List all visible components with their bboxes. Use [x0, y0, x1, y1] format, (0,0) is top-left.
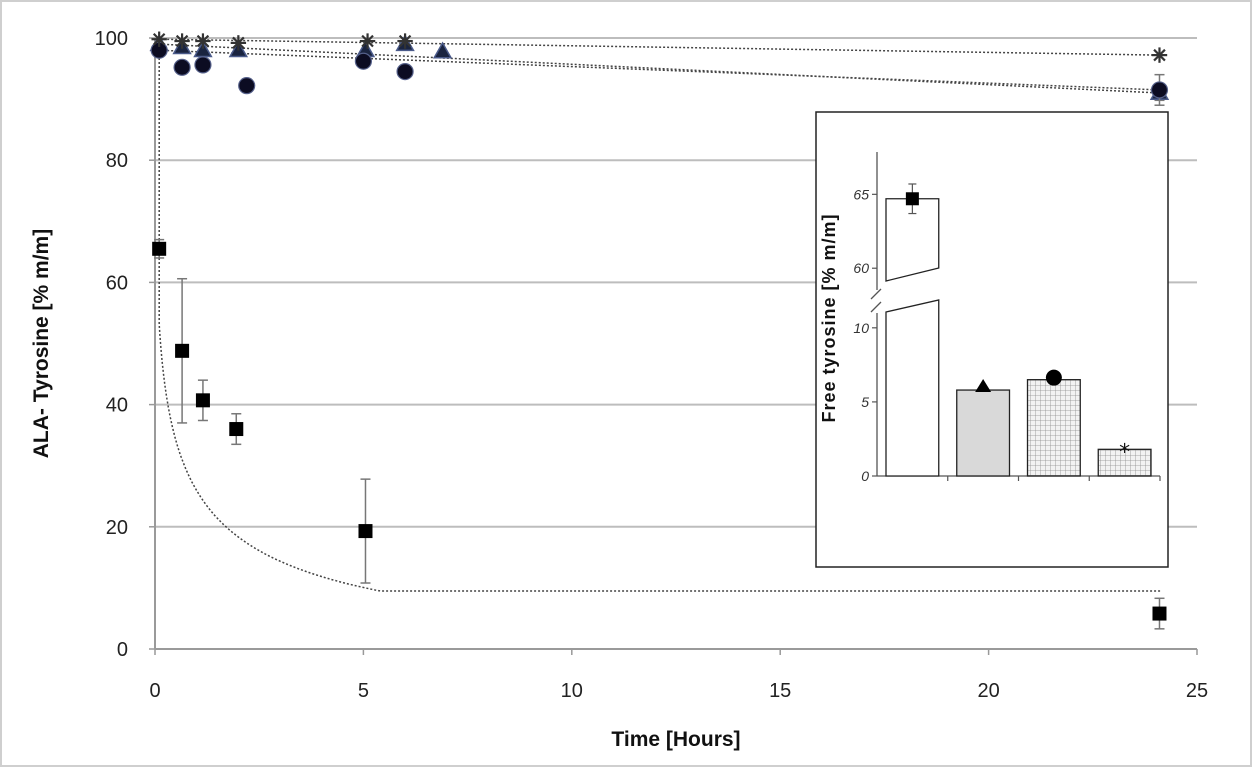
trendline-star	[159, 38, 1160, 56]
data-point-square	[195, 393, 210, 408]
x-tick-label: 25	[1186, 680, 1208, 702]
y-tick-label: 80	[106, 150, 128, 172]
inset-axis-break	[870, 288, 882, 313]
data-point-star	[397, 33, 413, 49]
data-point-square	[229, 422, 244, 437]
star-stroke	[1153, 48, 1166, 62]
star-stroke	[152, 32, 166, 46]
data-point-circle	[173, 58, 191, 76]
y-tick-label: 100	[95, 28, 128, 50]
star-stroke	[196, 34, 210, 48]
inset-chart: 0 5 10 60 65 * Free tyrosine [% m/m]	[815, 111, 1169, 568]
x-tick-label: 0	[149, 680, 160, 702]
data-point-star	[359, 33, 376, 49]
inset-bars: *	[885, 183, 1152, 477]
inset-bar-star	[1097, 448, 1152, 477]
inset-bar-square-upper	[885, 198, 940, 282]
data-point-star	[230, 35, 247, 51]
trendline-circle	[159, 49, 1160, 91]
inset-y-axis-title: Free tyrosine [% m/m]	[819, 213, 839, 422]
inset-border	[815, 111, 1169, 568]
inset-y-tick-label: 10	[853, 320, 869, 336]
inset-y-tick-label: 5	[861, 394, 869, 410]
x-tick-label: 15	[769, 680, 791, 702]
star-stroke	[361, 34, 374, 48]
star-stroke	[398, 34, 412, 48]
x-tick-label: 10	[561, 680, 583, 702]
main-trendlines	[158, 38, 1162, 592]
data-point-square	[1152, 606, 1167, 621]
y-tick-label: 40	[106, 395, 128, 417]
y-axis-title: ALA- Tyrosine [% m/m]	[30, 229, 53, 458]
data-point-circle	[238, 77, 256, 95]
inset-marker-triangle	[975, 379, 992, 393]
x-axis-title: Time [Hours]	[611, 728, 740, 751]
y-tick-label: 20	[106, 517, 128, 539]
inset-y-tick-label: 0	[861, 468, 869, 484]
inset-marker-square	[905, 192, 919, 206]
data-point-circle	[396, 63, 414, 81]
star-stroke	[175, 34, 189, 48]
data-point-star	[174, 33, 190, 49]
inset-marker-circle	[1045, 369, 1062, 386]
y-tick-label: 60	[106, 272, 128, 294]
inset-bar-triangle	[956, 389, 1011, 477]
inset-axes: 0 5 10 60 65	[853, 152, 1161, 484]
inset-bar-square-lower	[885, 299, 940, 477]
trendline-decay	[158, 38, 1162, 592]
data-point-circle	[1150, 81, 1169, 99]
data-point-square	[175, 343, 190, 358]
data-point-circle	[354, 52, 372, 70]
y-tick-label: 0	[117, 639, 128, 661]
data-point-triangle	[432, 41, 453, 59]
inset-marker-star: *	[1119, 440, 1130, 465]
data-point-star	[151, 31, 167, 47]
trendline-triangle	[159, 43, 1160, 94]
inset-y-tick-label: 60	[853, 260, 869, 276]
data-point-star	[195, 33, 211, 49]
data-point-square	[152, 241, 167, 256]
star-stroke	[232, 36, 245, 50]
data-point-circle	[194, 56, 212, 74]
inset-y-tick-label: 65	[853, 186, 869, 202]
main-data-points	[149, 31, 1170, 630]
data-point-star	[1151, 47, 1168, 63]
inset-bar-circle	[1026, 379, 1081, 477]
x-tick-label: 5	[358, 680, 369, 702]
x-tick-label: 20	[977, 680, 999, 702]
data-point-square	[358, 524, 373, 539]
